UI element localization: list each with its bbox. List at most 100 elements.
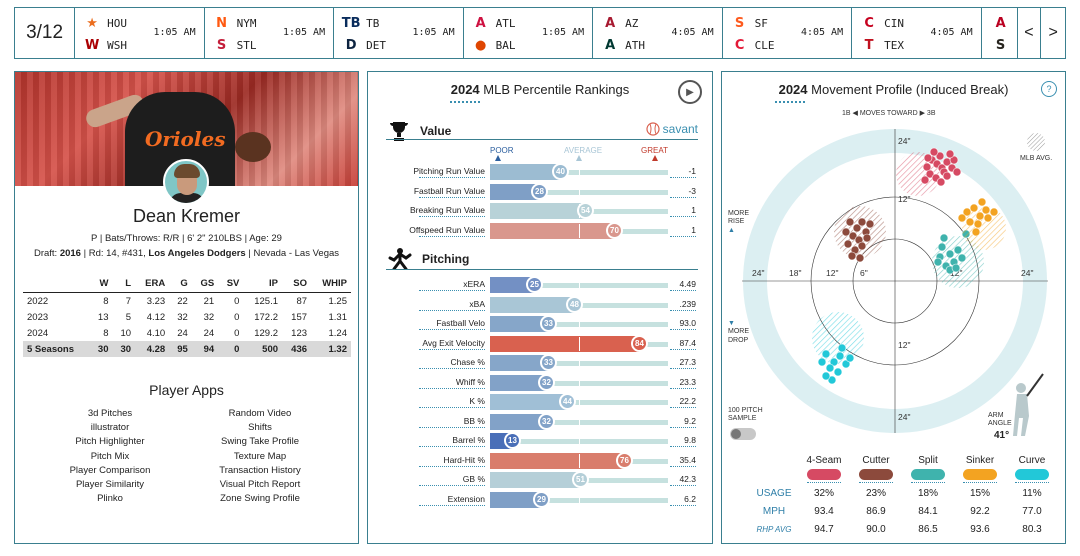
percentile-badge: 84 bbox=[631, 334, 648, 352]
percentile-row[interactable]: BB % 32 9.2 bbox=[368, 412, 712, 431]
percentile-row[interactable]: Breaking Run Value 54 1 bbox=[368, 201, 712, 220]
team-logo-icon: A bbox=[605, 37, 616, 53]
percentile-row[interactable]: Extension 29 6.2 bbox=[368, 490, 712, 509]
pitch-dot bbox=[841, 227, 851, 237]
game-cell[interactable]: ★ HOU W WSH 1:05 AM bbox=[75, 8, 205, 58]
pitch-color-swatch[interactable] bbox=[902, 469, 954, 483]
game-cell[interactable]: A ATL ● BAL 1:05 AM bbox=[464, 8, 594, 58]
metric-value: -3 bbox=[688, 185, 696, 196]
percentile-row[interactable]: xBA 48 .239 bbox=[368, 295, 712, 314]
games-list: ★ HOU W WSH 1:05 AM N NYM S STL 1:05 AM TB TB D DET 1:… bbox=[75, 8, 1018, 58]
arsenal-value: 92.2 bbox=[970, 505, 990, 517]
prev-games-button[interactable]: < bbox=[1018, 8, 1042, 58]
percentile-row[interactable]: Hard-Hit % 76 35.4 bbox=[368, 451, 712, 470]
game-cell[interactable]: TB TB D DET 1:05 AM bbox=[334, 8, 464, 58]
metric-label: Hard-Hit % bbox=[443, 454, 485, 465]
percentile-bar bbox=[490, 222, 615, 239]
percentile-row[interactable]: Pitching Run Value 40 -1 bbox=[368, 162, 712, 181]
pitch-dot bbox=[929, 147, 939, 157]
pitch-dot bbox=[935, 151, 945, 161]
more-drop-label: ▼ MORE DROP bbox=[728, 320, 749, 344]
percentile-bar bbox=[490, 335, 640, 352]
game-cell[interactable]: C CIN T TEX 4:05 AM bbox=[852, 8, 982, 58]
player-app-link[interactable]: Shifts bbox=[248, 422, 272, 434]
pitch-color-swatch[interactable] bbox=[1006, 469, 1058, 483]
jersey-wordmark: Orioles bbox=[145, 127, 226, 151]
percentile-badge: 48 bbox=[566, 295, 583, 313]
sample-label: 100 PITCH SAMPLE bbox=[728, 407, 763, 423]
player-app-link[interactable]: Texture Map bbox=[233, 450, 287, 462]
next-games-button[interactable]: > bbox=[1048, 24, 1058, 41]
stats-cell: 8 bbox=[103, 295, 109, 307]
player-app-link[interactable]: Pitch Highlighter bbox=[75, 436, 145, 448]
team-abbr: TEX bbox=[884, 38, 904, 52]
stats-cell: 32 bbox=[203, 311, 215, 323]
value-section-header: Value bbox=[388, 120, 451, 142]
stats-cell: 22 bbox=[177, 295, 188, 307]
percentile-row[interactable]: Whiff % 32 23.3 bbox=[368, 373, 712, 392]
stats-cell: 1.25 bbox=[328, 295, 348, 307]
metric-label: Breaking Run Value bbox=[410, 205, 485, 215]
percentile-bar bbox=[490, 472, 581, 488]
pitch-color-swatch[interactable] bbox=[850, 469, 902, 483]
percentile-row[interactable]: GB % 51 42.3 bbox=[368, 470, 712, 489]
percentile-row[interactable]: xERA 25 4.49 bbox=[368, 275, 712, 294]
pitch-color-swatch[interactable] bbox=[798, 469, 850, 483]
player-app-link[interactable]: Plinko bbox=[97, 493, 123, 505]
axis-label: 24" bbox=[1021, 268, 1033, 278]
arsenal-value: 77.0 bbox=[1022, 505, 1042, 517]
stats-header-cell: GS bbox=[191, 275, 219, 293]
player-app-link[interactable]: illustrator bbox=[90, 422, 130, 434]
percentile-row[interactable]: K % 44 22.2 bbox=[368, 392, 712, 411]
metric-value: 22.2 bbox=[679, 396, 696, 406]
arsenal-value: 90.0 bbox=[866, 523, 886, 535]
game-cell[interactable]: S SF C CLE 4:05 AM bbox=[723, 8, 853, 58]
sample-toggle[interactable] bbox=[730, 428, 756, 440]
ring-label: 12" bbox=[898, 194, 910, 204]
pitch-color-swatch[interactable] bbox=[954, 469, 1006, 483]
pitch-dot bbox=[841, 359, 851, 369]
mlb-avg-zone bbox=[962, 206, 1006, 250]
player-app-link[interactable]: Zone Swing Profile bbox=[220, 493, 300, 505]
stats-cell: 32 bbox=[177, 311, 188, 323]
player-app-link[interactable]: Swing Take Profile bbox=[221, 436, 299, 448]
game-cell[interactable]: A AZ A ATH 4:05 AM bbox=[593, 8, 723, 58]
metric-value: 93.0 bbox=[679, 318, 696, 328]
player-app-link[interactable]: Random Video bbox=[228, 408, 292, 419]
percentile-badge: 44 bbox=[559, 393, 576, 410]
pitch-dot bbox=[862, 233, 872, 243]
percentile-row[interactable]: Fastball Velo 33 93.0 bbox=[368, 314, 712, 333]
pitch-name: Cutter bbox=[862, 454, 890, 466]
stats-cell: 10 bbox=[120, 327, 132, 339]
arm-angle-value: 41° bbox=[994, 430, 1010, 441]
player-app-link[interactable]: Player Similarity bbox=[75, 478, 145, 490]
stats-header-cell: G bbox=[169, 275, 192, 293]
pitch-name: 4-Seam bbox=[806, 454, 842, 466]
percentile-row[interactable]: Fastball Run Value 28 -3 bbox=[368, 182, 712, 201]
metric-label: Extension bbox=[447, 493, 485, 504]
percentile-badge: 33 bbox=[540, 354, 557, 371]
player-name: Dean Kremer bbox=[132, 206, 241, 226]
percentile-row[interactable]: Avg Exit Velocity 84 87.4 bbox=[368, 334, 712, 353]
percentile-row[interactable]: Barrel % 13 9.8 bbox=[368, 431, 712, 450]
player-app-link[interactable]: Pitch Mix bbox=[90, 450, 130, 462]
percentile-badge: 32 bbox=[538, 412, 555, 430]
team-logo-icon: N bbox=[216, 15, 228, 31]
player-app-link[interactable]: Player Comparison bbox=[69, 464, 151, 476]
player-app-link[interactable]: 3d Pitches bbox=[87, 408, 133, 419]
pitch-dot bbox=[843, 239, 853, 249]
help-icon[interactable]: ? bbox=[1041, 81, 1057, 97]
percentile-bar bbox=[490, 452, 625, 469]
percentile-row[interactable]: Offspeed Run Value 70 1 bbox=[368, 221, 712, 240]
player-app-link[interactable]: Transaction History bbox=[219, 464, 301, 476]
metric-label: K % bbox=[469, 396, 485, 406]
team-abbr: SF bbox=[754, 16, 768, 30]
metric-value: 9.2 bbox=[684, 415, 696, 426]
percentile-badge: 40 bbox=[552, 163, 569, 180]
game-cell[interactable]: N NYM S STL 1:05 AM bbox=[205, 8, 335, 58]
percentile-row[interactable]: Chase % 33 27.3 bbox=[368, 353, 712, 372]
scoreboard-date[interactable]: 3/12 bbox=[15, 8, 76, 58]
play-icon[interactable]: ▶ bbox=[678, 80, 702, 104]
player-app-link[interactable]: Visual Pitch Report bbox=[219, 478, 301, 490]
